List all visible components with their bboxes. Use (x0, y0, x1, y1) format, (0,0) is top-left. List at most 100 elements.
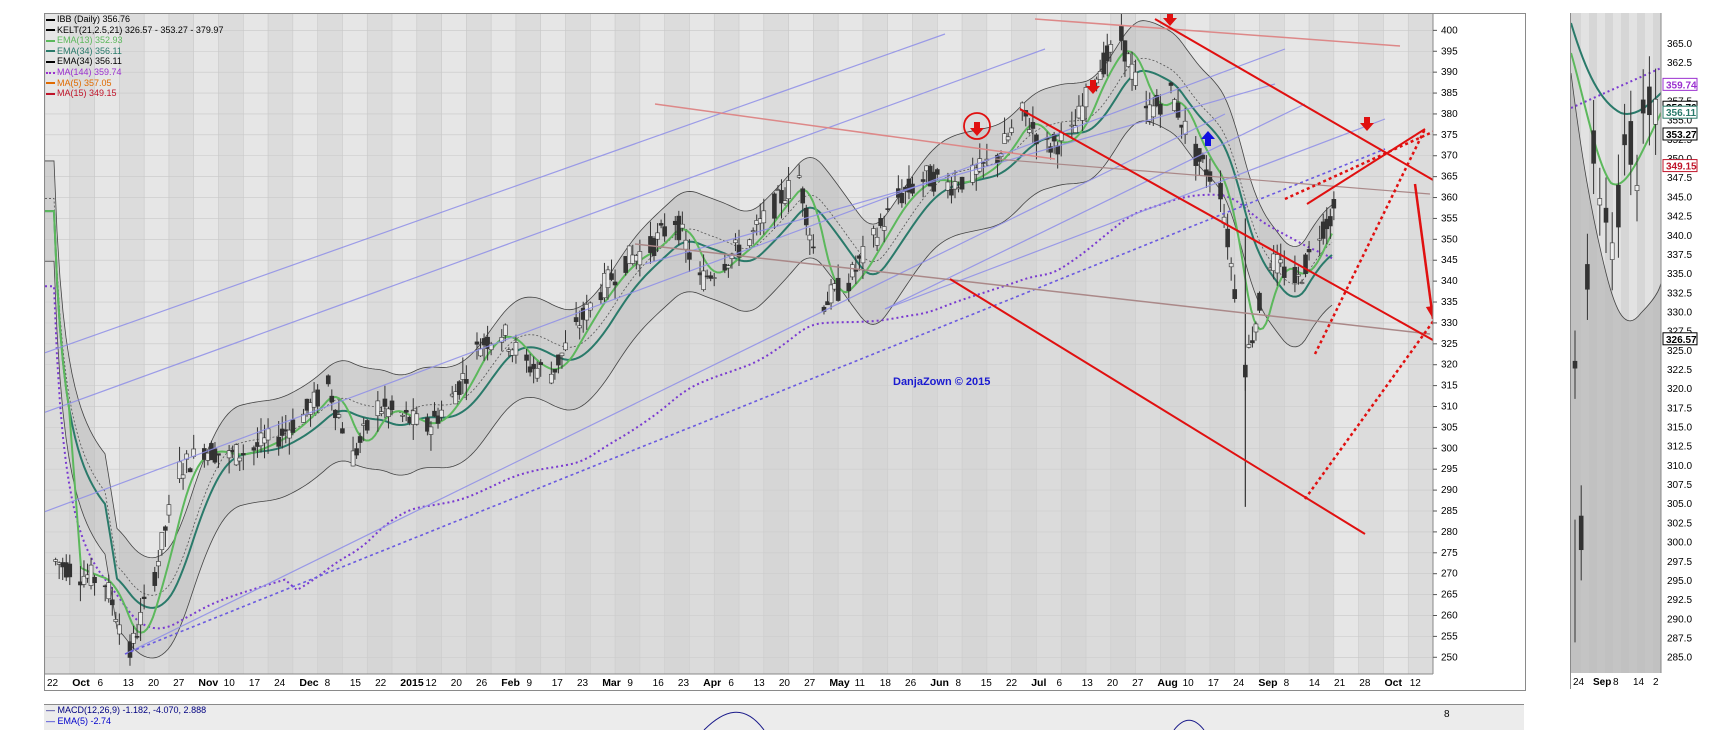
candle-body (786, 180, 791, 200)
side-price-chart: 285.0 287.5 290.0 292.5 295.0 297.5 300.0 302.5… (1571, 13, 1715, 689)
candle-body (577, 325, 582, 329)
candle-body (871, 228, 876, 236)
x-tick-label: 27 (804, 678, 816, 689)
candle-body (1083, 87, 1089, 108)
y-tick-label: 320 (1441, 360, 1458, 371)
candle-body (549, 373, 554, 384)
x-tick-label: 14 (1309, 678, 1321, 689)
legend-swatch (46, 82, 55, 85)
candle-body (1122, 40, 1128, 62)
y-tick-label: 285 (1441, 506, 1458, 517)
candle-body (945, 181, 951, 191)
candle-body (531, 363, 536, 370)
candle-body (655, 232, 660, 240)
x-tick-label: Oct (1385, 677, 1403, 689)
candle-body (152, 572, 158, 586)
candle-body (1303, 254, 1308, 275)
candle-body (67, 563, 73, 578)
candle-body (609, 273, 614, 280)
candle-body (874, 236, 880, 246)
y-tick-label: 325 (1441, 339, 1458, 350)
candle-body (1034, 134, 1039, 145)
x-tick-label: 12 (1410, 678, 1422, 689)
macd-panel: 8 (44, 704, 1524, 731)
candle-body (1005, 136, 1011, 141)
candle-body (1150, 105, 1156, 118)
candle-body (106, 582, 112, 600)
side-value-badge (1662, 332, 1698, 346)
y-tick-label: 365 (1441, 172, 1458, 183)
candle-body (1306, 249, 1312, 253)
side-y-tick-label: 322.5 (1667, 365, 1692, 376)
candle-body (612, 281, 618, 286)
side-candle-body (1585, 264, 1590, 290)
candle-body (400, 414, 405, 417)
y-tick-label: 340 (1441, 276, 1458, 287)
support-line (634, 243, 1431, 335)
x-tick-label: 22 (1006, 678, 1018, 689)
y-tick-label: 390 (1441, 67, 1458, 78)
x-tick-label: 9 (627, 678, 633, 689)
candle-body (1168, 82, 1174, 86)
x-tick-label: 17 (552, 678, 564, 689)
legend-item: KELT(21,2.5,21) 326.57 - 353.27 - 379.97 (46, 25, 223, 36)
blue-trendline (45, 48, 1046, 413)
highlight-circle (963, 112, 991, 140)
side-candle-body (1616, 184, 1621, 228)
candle-body (1328, 216, 1333, 227)
side-y-tick-label: 300.0 (1667, 538, 1692, 549)
side-y-tick-label: 315.0 (1667, 423, 1692, 434)
candle-body (680, 223, 685, 229)
y-tick-label: 345 (1441, 255, 1458, 266)
x-tick-label: Feb (501, 677, 520, 689)
candle-body (53, 559, 58, 562)
candle-body (899, 192, 905, 204)
candle-body (325, 375, 331, 385)
x-tick-label: Oct (72, 677, 90, 689)
candle-body (563, 342, 568, 351)
candle-body (379, 411, 384, 414)
candle-body (1158, 103, 1163, 115)
macd-chart: 8 (703, 709, 1450, 731)
x-tick-label: 17 (1208, 678, 1220, 689)
x-tick-label: 26 (905, 678, 917, 689)
candle-body (708, 275, 713, 279)
candle-body (1296, 274, 1301, 277)
legend-label: IBB (Daily) 356.76 (57, 14, 131, 24)
x-tick-label: 16 (653, 678, 665, 689)
candle-body (687, 252, 692, 260)
candle-body (835, 277, 841, 301)
legend-swatch (46, 18, 55, 21)
blue-trendline (884, 103, 1306, 310)
candle-body (180, 474, 186, 479)
candle-body (1274, 254, 1280, 274)
candle-body (1250, 340, 1255, 344)
candle-body (432, 410, 437, 417)
candle-body (1080, 105, 1085, 121)
legend-label: MA(144) 359.74 (57, 66, 122, 77)
x-tick-label: 6 (728, 678, 734, 689)
side-candle-body (1634, 185, 1640, 191)
side-y-tick-label: 292.5 (1667, 595, 1692, 606)
y-tick-label: 305 (1441, 422, 1458, 433)
legend-item: EMA(13) 352.93 (46, 35, 223, 46)
x-tick-label: 8 (325, 678, 331, 689)
candle-body (276, 436, 281, 447)
blue-trendline (45, 48, 1286, 513)
y-tick-label: 350 (1441, 234, 1458, 245)
candle-body (1225, 228, 1230, 248)
candle-body (573, 317, 579, 323)
candle-body (683, 239, 689, 250)
legend-swatch (46, 92, 55, 95)
candle-body (587, 302, 593, 311)
red-channel-line (1154, 18, 1441, 185)
right-axis-bg (1433, 14, 1525, 690)
resistance-line (654, 103, 1056, 160)
legend-label: EMA(34) 356.11 (57, 45, 122, 56)
y-tick-label: 395 (1441, 46, 1458, 57)
candle-body (803, 207, 809, 226)
candle-body (1281, 266, 1287, 278)
candle-body (736, 244, 742, 258)
candle-body (1317, 238, 1322, 241)
candle-body (796, 175, 802, 178)
